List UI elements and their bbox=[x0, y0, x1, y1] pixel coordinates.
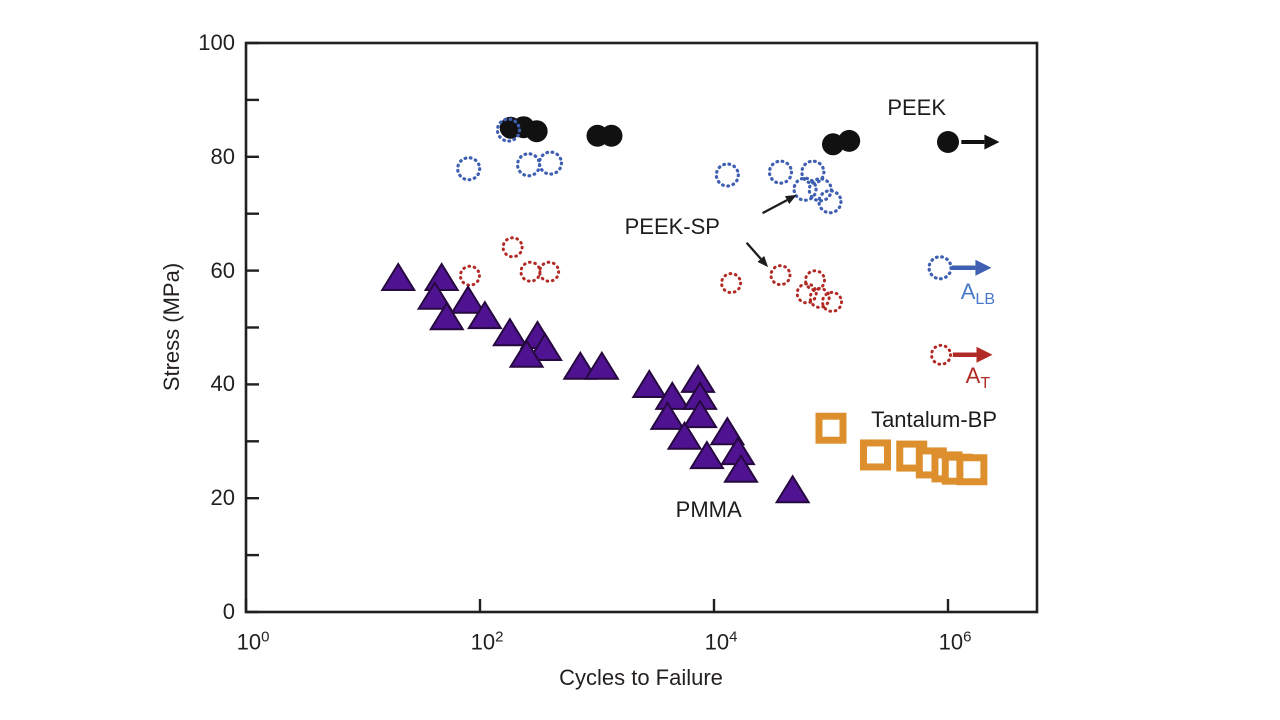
x-axis-title: Cycles to Failure bbox=[559, 665, 723, 690]
legend-marker-at-circle bbox=[930, 343, 953, 366]
series-peek-sp-alb bbox=[456, 117, 843, 215]
x-tick-label: 102 bbox=[470, 628, 504, 655]
label-pmma: PMMA bbox=[675, 497, 742, 523]
x-tick-label: 104 bbox=[704, 628, 738, 655]
label-a-lb: ALB bbox=[960, 278, 995, 309]
y-tick-label: 40 bbox=[210, 371, 235, 397]
y-tick-label: 20 bbox=[210, 485, 235, 511]
arrow-at-runout bbox=[952, 346, 993, 363]
series-peek-sp-at bbox=[458, 236, 844, 313]
label-peek: PEEK bbox=[887, 94, 947, 120]
series-tantalum-bp bbox=[815, 412, 988, 486]
arrow-alb-runout bbox=[951, 259, 992, 276]
x-tick-label: 100 bbox=[236, 628, 270, 655]
label-tantalum-bp: Tantalum-BP bbox=[871, 407, 998, 433]
arrow-peek-runout bbox=[961, 134, 1000, 150]
arrow-peek-sp-to-alb-cluster bbox=[762, 194, 797, 215]
arrow-peek-sp-to-at-cluster bbox=[745, 241, 769, 268]
y-tick-label: 100 bbox=[198, 30, 235, 55]
y-tick-label: 80 bbox=[210, 143, 235, 169]
label-a-t: AT bbox=[965, 362, 991, 393]
series-peek bbox=[499, 116, 959, 156]
axis-ticks bbox=[244, 41, 950, 614]
series-pmma bbox=[380, 262, 811, 504]
y-tick-label: 0 bbox=[222, 599, 235, 624]
y-tick-label: 60 bbox=[210, 257, 235, 283]
legend-marker-alb-circle bbox=[927, 255, 953, 281]
plot-border bbox=[244, 41, 1039, 614]
x-tick-label: 106 bbox=[938, 628, 972, 655]
label-peek-sp: PEEK-SP bbox=[624, 213, 720, 239]
